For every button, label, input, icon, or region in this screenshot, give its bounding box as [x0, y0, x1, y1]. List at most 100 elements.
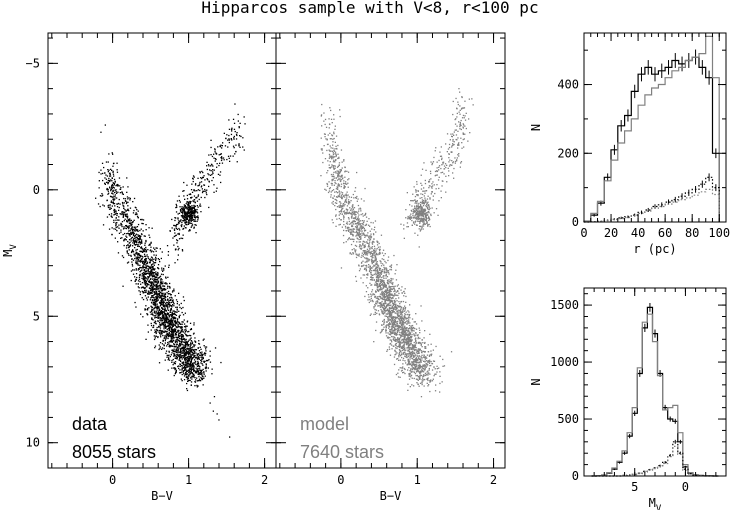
data-point	[362, 260, 364, 262]
data-point	[368, 237, 370, 239]
data-point	[132, 221, 134, 223]
data-point	[186, 217, 188, 219]
data-point	[358, 227, 361, 229]
data-point	[183, 220, 185, 222]
data-point	[107, 205, 109, 207]
data-point	[335, 182, 337, 185]
data-point	[140, 260, 142, 262]
data-point	[380, 331, 382, 333]
data-point	[406, 337, 408, 339]
data-point	[345, 193, 347, 195]
data-point	[138, 287, 140, 289]
data-point	[150, 305, 152, 307]
data-point	[189, 373, 191, 375]
data-point	[108, 177, 110, 180]
data-point	[156, 293, 158, 295]
data-point	[156, 274, 159, 276]
data-point	[408, 351, 411, 353]
data-point	[180, 333, 183, 336]
data-point	[113, 202, 116, 205]
data-point	[167, 309, 169, 311]
data-point	[180, 355, 182, 357]
data-point	[188, 358, 190, 361]
data-point	[204, 179, 206, 181]
data-point	[165, 337, 168, 339]
data-point	[137, 239, 139, 241]
data-point	[161, 343, 164, 345]
data-point	[194, 190, 196, 192]
data-point	[168, 354, 170, 356]
data-point	[159, 291, 161, 293]
data-point	[159, 317, 161, 319]
data-point	[404, 313, 406, 315]
data-point	[136, 276, 138, 279]
data-point	[195, 196, 198, 199]
data-point	[187, 204, 189, 206]
data-point	[186, 357, 188, 359]
data-point	[144, 261, 146, 263]
data-point	[177, 337, 180, 339]
data-point	[111, 201, 113, 204]
data-point	[107, 193, 109, 195]
data-point	[173, 348, 175, 350]
data-point	[406, 320, 408, 322]
data-point	[205, 190, 207, 192]
data-point	[196, 368, 199, 370]
data-point	[159, 334, 162, 336]
data-point	[114, 191, 116, 194]
data-point	[109, 206, 111, 208]
data-point	[148, 227, 150, 229]
data-point	[170, 324, 173, 326]
data-point	[422, 364, 424, 366]
data-point	[151, 281, 153, 284]
data-point	[158, 344, 160, 346]
data-point	[187, 203, 189, 205]
data-point	[381, 329, 383, 331]
data-point	[402, 324, 404, 327]
data-point	[425, 366, 427, 368]
data-point	[227, 155, 230, 157]
data-point	[419, 337, 421, 339]
data-point	[387, 325, 390, 327]
data-point	[188, 350, 190, 352]
data-point	[150, 310, 153, 313]
data-point	[369, 239, 372, 241]
data-point	[192, 350, 195, 352]
data-point	[374, 268, 376, 270]
data-point	[406, 353, 409, 355]
data-point	[393, 363, 396, 366]
data-point	[185, 325, 187, 327]
data-point	[180, 372, 182, 374]
data-point	[174, 322, 176, 324]
data-point	[189, 356, 191, 358]
data-point	[421, 371, 423, 373]
data-point	[409, 372, 411, 374]
data-point	[351, 249, 353, 251]
data-point	[165, 309, 167, 312]
data-point	[214, 151, 216, 153]
data-point	[193, 344, 195, 346]
data-point	[371, 262, 373, 265]
data-point	[205, 350, 207, 352]
data-point	[243, 116, 245, 118]
data-point	[429, 365, 431, 367]
data-point	[148, 307, 150, 309]
data-point	[166, 345, 168, 347]
data-point	[197, 363, 199, 365]
data-point	[147, 290, 149, 292]
data-point	[147, 324, 149, 326]
data-point	[227, 146, 229, 148]
data-point	[184, 210, 186, 213]
data-point	[351, 221, 354, 223]
data-point	[193, 346, 195, 348]
data-point	[109, 175, 112, 177]
data-point	[398, 319, 400, 321]
data-point	[181, 337, 183, 339]
data-point	[171, 313, 173, 315]
data-point	[123, 202, 125, 204]
data-point	[228, 128, 231, 130]
data-point	[189, 361, 192, 363]
data-point	[111, 192, 113, 194]
data-point	[173, 324, 175, 326]
data-point	[212, 171, 214, 173]
